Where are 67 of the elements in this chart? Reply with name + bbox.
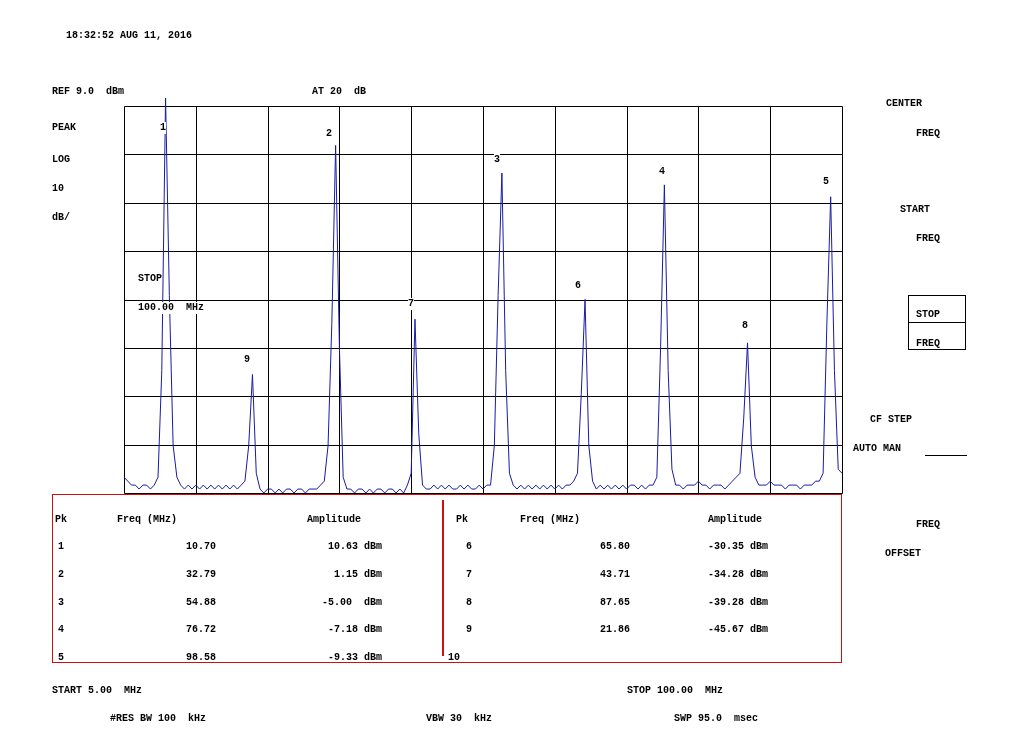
annotation: STOP	[138, 273, 163, 285]
text: 18:32:52 AUG 11, 2016	[66, 30, 193, 42]
text: -9.33 dBm	[327, 652, 382, 664]
text: Freq (MHz)	[520, 514, 581, 526]
text: 76.72	[185, 624, 216, 636]
text: -39.28 dBm	[707, 597, 768, 609]
text: START 5.00 MHz	[52, 685, 143, 697]
text: 10	[52, 183, 65, 195]
text: STOP 100.00 MHz	[627, 685, 724, 697]
text: AUTO MAN	[853, 443, 902, 455]
annotation: 3	[494, 154, 501, 166]
text: AT 20 dB	[312, 86, 367, 98]
text: 10.70	[185, 541, 216, 553]
annotation: 100.00 MHz	[138, 302, 205, 314]
text: Amplitude	[708, 514, 763, 526]
annotation: 5	[823, 176, 830, 188]
text: VBW 30 kHz	[426, 713, 493, 725]
text: 1.15 dBm	[333, 569, 382, 581]
text: dB/	[52, 212, 71, 224]
text: -45.67 dBm	[707, 624, 768, 636]
text: Pk	[456, 514, 469, 526]
text: 1	[58, 541, 65, 553]
text: 8	[466, 597, 473, 609]
text: OFFSET	[885, 548, 922, 560]
text: Pk	[55, 514, 68, 526]
text: 5	[58, 652, 65, 664]
text: REF 9.0 dBm	[52, 86, 125, 98]
text: #RES BW 100 kHz	[110, 713, 207, 725]
text: FREQ	[916, 128, 941, 140]
text: 2	[58, 569, 65, 581]
annotation: 8	[742, 320, 749, 332]
text: 9	[466, 624, 473, 636]
text: 4	[58, 624, 65, 636]
text: START	[900, 204, 931, 216]
text: 54.88	[185, 597, 216, 609]
annotation: 4	[659, 166, 666, 178]
text: SWP 95.0 msec	[674, 713, 759, 725]
text: CENTER	[886, 98, 923, 110]
text: Amplitude	[307, 514, 362, 526]
text: 87.65	[599, 597, 630, 609]
text: -5.00 dBm	[321, 597, 382, 609]
annotation: 2	[326, 128, 333, 140]
text: 43.71	[599, 569, 630, 581]
annotation: 1	[160, 122, 167, 134]
text: 10.63 dBm	[327, 541, 382, 553]
text: 7	[466, 569, 473, 581]
text: 21.86	[599, 624, 630, 636]
text: FREQ	[916, 338, 941, 350]
text: 3	[58, 597, 65, 609]
text: -7.18 dBm	[327, 624, 382, 636]
text: 65.80	[599, 541, 630, 553]
text: STOP	[916, 309, 941, 321]
text: CF STEP	[870, 414, 913, 426]
annotation: 9	[244, 354, 251, 366]
text: -34.28 dBm	[707, 569, 768, 581]
text: 10	[448, 652, 461, 664]
text: 6	[466, 541, 473, 553]
text: LOG	[52, 154, 71, 166]
annotation: 7	[408, 298, 415, 310]
text: 32.79	[185, 569, 216, 581]
text: Freq (MHz)	[117, 514, 178, 526]
text: PEAK	[52, 122, 77, 134]
text: FREQ	[916, 519, 941, 531]
text: FREQ	[916, 233, 941, 245]
annotation: 6	[575, 280, 582, 292]
text: 98.58	[185, 652, 216, 664]
text: -30.35 dBm	[707, 541, 768, 553]
